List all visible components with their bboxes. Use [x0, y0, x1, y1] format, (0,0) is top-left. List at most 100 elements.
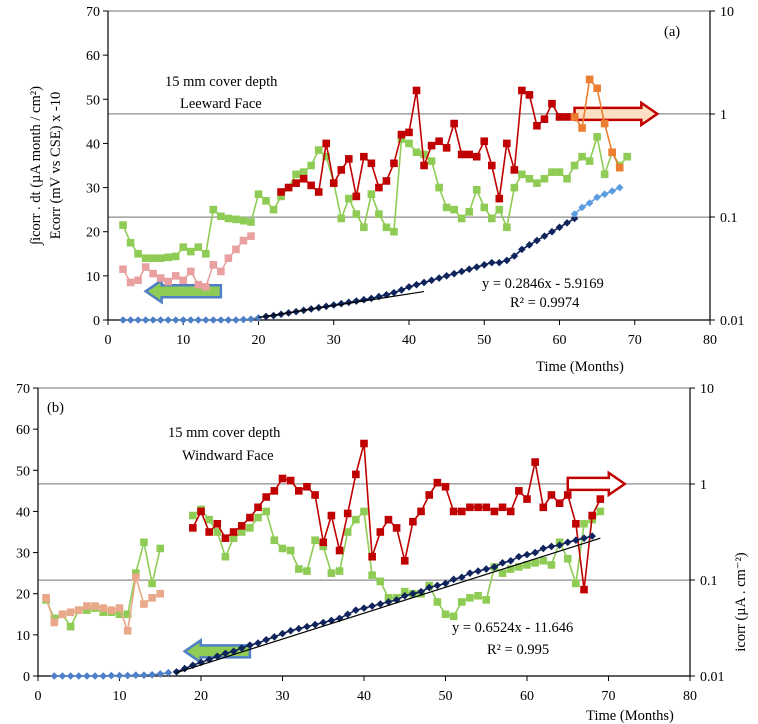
data-point [134, 316, 142, 324]
data-point [572, 579, 580, 588]
data-point [585, 157, 594, 165]
data-point [465, 150, 473, 159]
data-point [307, 181, 315, 190]
data-point [278, 629, 287, 638]
data-point [307, 161, 315, 170]
data-point [140, 671, 148, 679]
data-point [205, 655, 213, 664]
data-point [518, 245, 526, 254]
data-point [420, 161, 428, 170]
data-point [533, 121, 541, 130]
annotation-depth: 15 mm cover depth [165, 74, 278, 90]
data-point [368, 571, 376, 579]
data-point [441, 579, 450, 588]
data-point [134, 276, 142, 285]
data-point [433, 598, 442, 606]
data-point [442, 144, 451, 152]
data-point [585, 199, 594, 207]
data-point [149, 254, 157, 262]
data-point [580, 534, 588, 542]
trendline [176, 537, 601, 674]
data-point [237, 528, 246, 536]
data-point [376, 528, 385, 536]
data-point [482, 565, 491, 573]
panel-label: (b) [47, 400, 64, 416]
x-tick-label: 20 [194, 689, 208, 704]
data-point [99, 608, 107, 617]
data-point [450, 119, 458, 128]
x-tick-label: 40 [402, 333, 416, 348]
data-point [506, 565, 515, 573]
data-point [503, 139, 511, 148]
data-point [50, 614, 59, 623]
data-point [247, 218, 255, 226]
data-point [337, 299, 346, 308]
data-point [314, 188, 323, 196]
data-point [83, 672, 91, 680]
data-point [299, 174, 308, 183]
data-point [518, 86, 526, 95]
data-point [345, 298, 353, 307]
data-point [269, 205, 278, 214]
data-point [156, 670, 165, 678]
data-point [427, 157, 436, 165]
data-point [262, 197, 270, 205]
data-point [156, 316, 165, 324]
data-point [352, 192, 361, 201]
y-tick-label: 20 [86, 226, 100, 241]
data-point [322, 139, 331, 148]
data-point [50, 672, 59, 680]
data-point [360, 439, 368, 448]
data-point [209, 316, 218, 324]
y-tick-label: 40 [16, 505, 30, 520]
data-point [384, 515, 393, 524]
data-point [254, 190, 263, 198]
y-right-tick-label: 0.01 [720, 314, 745, 329]
x-tick-label: 0 [105, 333, 112, 348]
data-point [91, 672, 99, 680]
data-point [465, 208, 473, 216]
data-point [360, 152, 368, 161]
data-point [495, 258, 504, 267]
x-tick-label: 80 [703, 333, 717, 348]
data-point [66, 672, 75, 680]
data-point [480, 261, 489, 269]
data-point [164, 253, 172, 262]
x-tick-label: 10 [176, 333, 190, 348]
data-point [570, 214, 579, 223]
x-tick-label: 40 [357, 689, 371, 704]
y-tick-label: 60 [16, 423, 30, 438]
data-point [262, 493, 270, 501]
data-point [435, 137, 443, 146]
x-axis-label: Time (Months) [586, 708, 674, 724]
data-point [450, 205, 458, 214]
data-point [487, 258, 496, 267]
data-point [412, 148, 421, 157]
data-point [435, 274, 443, 282]
data-point [572, 519, 580, 528]
data-point [343, 610, 352, 619]
data-point [409, 589, 417, 598]
data-point [563, 174, 571, 183]
data-point [237, 644, 246, 652]
y-tick-label: 40 [86, 137, 100, 152]
annotation-face: Leeward Face [180, 96, 262, 112]
y-right-tick-label: 0.01 [700, 670, 725, 685]
data-point [246, 513, 254, 522]
data-point [578, 152, 586, 161]
data-point [474, 567, 482, 575]
data-point [588, 532, 596, 540]
data-point [503, 223, 511, 232]
data-point [132, 573, 140, 582]
arrow-right [573, 100, 660, 128]
data-point [585, 75, 594, 84]
data-point [229, 647, 238, 656]
trend-r2: R² = 0.995 [487, 642, 549, 658]
data-point [490, 507, 499, 516]
data-point [115, 610, 124, 619]
data-point [352, 210, 361, 218]
data-point [337, 214, 346, 223]
data-point [498, 503, 507, 512]
trend-equation: y = 0.6524x - 11.646 [452, 620, 573, 636]
data-point [156, 274, 165, 282]
